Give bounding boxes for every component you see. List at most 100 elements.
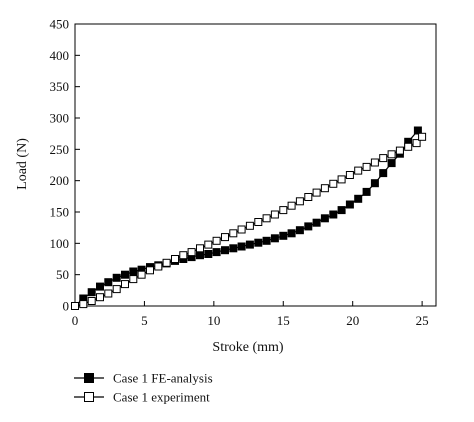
data-point (262, 236, 271, 245)
x-tick-label: 20 (346, 313, 359, 328)
data-point (254, 218, 263, 226)
data-point (254, 238, 263, 247)
data-point (270, 210, 279, 219)
data-point (96, 293, 104, 302)
data-point (329, 179, 338, 188)
data-point (279, 231, 288, 240)
data-point (112, 273, 121, 282)
legend-marker (84, 392, 94, 402)
series-2 (71, 132, 427, 310)
data-point (370, 179, 379, 188)
data-point (104, 289, 113, 298)
y-tick-label: 50 (56, 267, 69, 282)
data-point (387, 150, 396, 159)
data-point (104, 278, 113, 287)
data-point (187, 248, 196, 257)
data-point (245, 240, 254, 249)
x-tick-label: 10 (207, 313, 220, 328)
data-point (121, 270, 129, 279)
data-point (320, 214, 329, 223)
data-point (287, 201, 296, 210)
data-point (354, 194, 363, 203)
y-tick-label: 0 (63, 299, 70, 314)
data-point (404, 142, 413, 151)
data-point (162, 258, 171, 267)
y-axis-title: Load (N) (15, 138, 30, 190)
data-point (87, 288, 96, 297)
data-point (287, 229, 296, 238)
data-point (412, 139, 421, 148)
data-point (312, 218, 321, 227)
y-tick-label: 100 (50, 236, 70, 251)
data-point (295, 226, 304, 235)
data-point (237, 242, 246, 251)
series-layer (71, 126, 427, 310)
data-point (413, 126, 422, 135)
legend-label: Case 1 experiment (113, 390, 210, 405)
legend-item-1: Case 1 FE-analysis (74, 371, 213, 386)
plot-frame (74, 23, 437, 307)
data-point (337, 206, 346, 215)
data-point (204, 250, 213, 258)
plot-border (74, 23, 437, 307)
x-tick-label: 0 (72, 313, 79, 328)
x-tick-label: 25 (416, 313, 429, 328)
data-point (79, 300, 88, 309)
data-point (196, 244, 204, 253)
data-point (204, 240, 213, 249)
data-point (146, 266, 154, 275)
data-point (221, 233, 229, 242)
legend: Case 1 FE-analysis Case 1 experiment (74, 371, 213, 405)
data-point (379, 169, 388, 178)
data-point (212, 248, 221, 257)
data-point (345, 171, 354, 179)
y-tick-label: 150 (50, 205, 70, 220)
data-point (87, 297, 96, 305)
data-point (337, 175, 346, 184)
x-tick-label: 15 (277, 313, 290, 328)
data-point (362, 162, 371, 171)
data-point (221, 246, 229, 255)
data-point (229, 229, 238, 238)
data-point (112, 285, 121, 294)
legend-marker (84, 373, 94, 383)
data-point (196, 251, 204, 260)
data-point (345, 200, 354, 209)
data-point (320, 184, 329, 193)
x-tick-label: 5 (141, 313, 148, 328)
y-tick-label: 200 (50, 173, 70, 188)
data-point (129, 275, 138, 284)
data-point (237, 225, 246, 234)
data-point (295, 197, 304, 206)
data-point (362, 187, 371, 196)
data-point (137, 270, 146, 279)
data-point (154, 262, 163, 271)
data-point (395, 146, 404, 155)
data-point (329, 210, 338, 219)
data-point (96, 282, 104, 291)
y-tick-label: 300 (50, 111, 70, 126)
data-point (212, 236, 221, 245)
data-point (312, 188, 321, 197)
series-line (74, 130, 419, 307)
data-point (354, 166, 363, 175)
data-point (270, 234, 279, 243)
y-tick-label: 350 (50, 79, 70, 94)
legend-item-2: Case 1 experiment (74, 390, 210, 405)
data-point (418, 132, 427, 141)
y-tick-label: 400 (50, 48, 70, 63)
data-point (245, 221, 254, 230)
data-point (179, 251, 188, 260)
x-axis-title: Stroke (mm) (212, 340, 283, 355)
y-tick-label: 450 (50, 17, 70, 32)
data-point (370, 158, 379, 167)
series-1 (71, 126, 422, 310)
data-point (387, 159, 396, 168)
data-point (379, 154, 388, 163)
data-point (229, 244, 238, 253)
data-point (304, 222, 313, 231)
data-point (279, 206, 288, 215)
data-point (262, 214, 271, 223)
